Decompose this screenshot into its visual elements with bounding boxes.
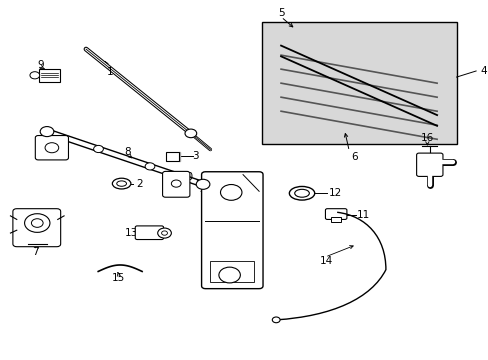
Text: 15: 15 [112, 273, 125, 283]
Polygon shape [178, 152, 180, 161]
Circle shape [40, 127, 54, 136]
Ellipse shape [112, 178, 131, 189]
Text: 16: 16 [420, 133, 433, 143]
Ellipse shape [117, 181, 126, 186]
Circle shape [30, 72, 40, 79]
Text: 12: 12 [328, 188, 341, 198]
Text: 2: 2 [136, 179, 142, 189]
Bar [166, 152, 178, 161]
Text: 1: 1 [107, 67, 114, 77]
FancyBboxPatch shape [162, 171, 189, 197]
Text: 7: 7 [32, 247, 39, 257]
Circle shape [158, 228, 171, 238]
FancyBboxPatch shape [35, 135, 68, 160]
Bar [210, 261, 254, 282]
Circle shape [196, 179, 209, 189]
Text: 8: 8 [124, 147, 130, 157]
FancyBboxPatch shape [201, 172, 263, 289]
FancyBboxPatch shape [325, 209, 346, 220]
Ellipse shape [294, 189, 309, 197]
Text: 13: 13 [124, 228, 138, 238]
Text: 9: 9 [37, 60, 44, 70]
Circle shape [145, 163, 155, 170]
FancyBboxPatch shape [13, 209, 61, 247]
Text: 5: 5 [277, 8, 284, 18]
Bar [39, 69, 60, 82]
Circle shape [219, 267, 240, 283]
Circle shape [24, 214, 50, 232]
Text: 11: 11 [356, 210, 369, 220]
Text: 6: 6 [350, 152, 357, 162]
FancyBboxPatch shape [135, 226, 163, 239]
Circle shape [272, 317, 280, 323]
Circle shape [45, 143, 59, 153]
Circle shape [93, 145, 103, 153]
Text: 10: 10 [180, 172, 193, 182]
Circle shape [220, 185, 242, 200]
Bar [330, 217, 340, 222]
Text: 14: 14 [319, 256, 332, 266]
Bar [261, 22, 456, 144]
Circle shape [161, 231, 167, 235]
Text: 4: 4 [479, 66, 486, 76]
Circle shape [31, 219, 43, 227]
Circle shape [171, 180, 181, 187]
Circle shape [184, 129, 196, 138]
Ellipse shape [289, 186, 314, 200]
FancyBboxPatch shape [416, 153, 442, 176]
Text: 3: 3 [192, 151, 199, 161]
